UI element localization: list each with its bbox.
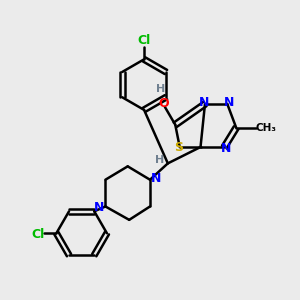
Text: O: O: [158, 98, 169, 110]
Text: N: N: [220, 142, 231, 155]
Text: Cl: Cl: [31, 228, 44, 241]
Text: Cl: Cl: [137, 34, 151, 47]
Text: N: N: [151, 172, 161, 185]
Text: N: N: [199, 96, 210, 109]
Text: CH₃: CH₃: [255, 123, 276, 133]
Text: S: S: [174, 141, 183, 154]
Text: N: N: [224, 96, 234, 109]
Text: H: H: [156, 84, 165, 94]
Text: H: H: [155, 155, 164, 165]
Text: N: N: [94, 202, 105, 214]
